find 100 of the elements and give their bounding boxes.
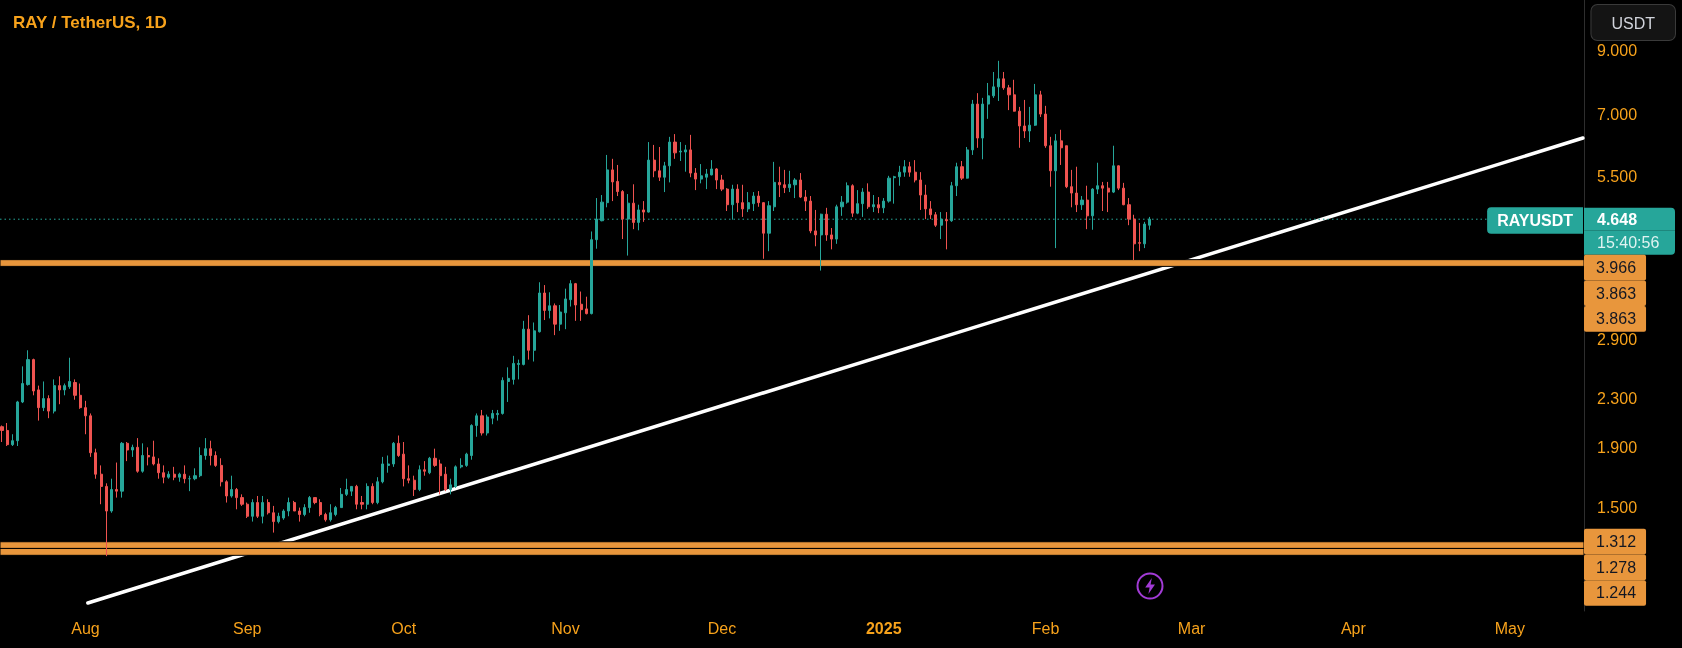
- candlestick: [585, 296, 588, 315]
- candlestick: [141, 442, 144, 474]
- candlestick: [214, 450, 217, 468]
- candlestick: [1060, 129, 1063, 166]
- candlestick: [167, 470, 170, 480]
- candlestick: [966, 146, 969, 180]
- candlestick: [345, 478, 348, 497]
- candlestick: [1101, 181, 1104, 212]
- candlestick: [1034, 83, 1037, 127]
- candlestick: [334, 505, 337, 517]
- candlestick: [89, 412, 92, 458]
- candlestick: [53, 378, 56, 414]
- candlestick: [136, 437, 139, 474]
- candlestick: [804, 189, 807, 212]
- candlestick: [1143, 221, 1146, 249]
- candlestick: [486, 414, 489, 437]
- candlestick: [267, 498, 270, 515]
- candlestick: [100, 464, 103, 505]
- candlestick: [21, 365, 24, 404]
- candlestick: [981, 97, 984, 160]
- candlestick: [893, 175, 896, 205]
- candlestick: [522, 320, 525, 366]
- candlestick: [423, 460, 426, 477]
- y-tick-label: 5.500: [1597, 167, 1638, 185]
- x-tick-label: Apr: [1340, 619, 1367, 637]
- candlestick: [663, 161, 666, 193]
- candlestick: [773, 161, 776, 212]
- candlestick: [720, 174, 724, 192]
- candlestick: [26, 349, 30, 387]
- candlestick: [533, 321, 536, 363]
- candlestick: [1080, 195, 1084, 211]
- candlestick: [428, 456, 431, 475]
- candlestick: [1065, 145, 1068, 189]
- candlestick: [548, 291, 551, 319]
- candlestick: [397, 435, 400, 458]
- candlestick: [162, 464, 165, 484]
- ref-line-label: RAYUSDT: [1497, 211, 1574, 229]
- candlestick: [903, 159, 906, 178]
- candlestick: [757, 190, 760, 208]
- candlestick: [673, 133, 677, 160]
- candlestick: [413, 475, 416, 497]
- candlestick: [251, 498, 254, 523]
- candlestick: [564, 288, 567, 330]
- candlestick: [919, 171, 922, 211]
- candlestick: [225, 479, 228, 504]
- candlestick: [543, 284, 546, 321]
- candlestick: [501, 376, 504, 416]
- candlestick: [574, 282, 577, 322]
- candlestick: [199, 446, 202, 478]
- candlestick: [1049, 136, 1052, 188]
- candlestick: [997, 60, 1000, 102]
- y-tick-label: 1.900: [1597, 438, 1638, 456]
- candlestick: [303, 503, 306, 517]
- candlestick: [491, 409, 494, 425]
- candlestick: [340, 487, 343, 509]
- x-tick-label: Feb: [1031, 619, 1060, 637]
- candlestick: [846, 181, 849, 205]
- candlestick: [115, 462, 118, 499]
- text: 1.312: [1596, 533, 1637, 551]
- candlestick: [475, 412, 478, 438]
- x-tick-label: May: [1494, 619, 1525, 637]
- candlestick: [47, 394, 50, 419]
- candlestick: [694, 167, 697, 191]
- text: 3.966: [1596, 259, 1637, 277]
- text: 1.244: [1596, 584, 1637, 602]
- candlestick: [350, 485, 353, 497]
- candlestick: [1002, 71, 1005, 91]
- candlestick: [621, 189, 624, 240]
- candlestick: [277, 512, 280, 524]
- candlestick: [788, 170, 791, 193]
- candlestick: [235, 487, 238, 510]
- candlestick: [126, 441, 129, 462]
- candlestick: [246, 502, 249, 519]
- candlestick: [647, 141, 650, 214]
- x-tick-label: Aug: [71, 619, 100, 637]
- candlestick: [1107, 181, 1110, 213]
- candlestick: [42, 380, 45, 412]
- candlestick: [360, 495, 364, 510]
- candlestick: [867, 182, 870, 210]
- candlestick: [590, 230, 593, 315]
- candlestick: [700, 163, 703, 184]
- candlestick: [355, 484, 358, 510]
- candlestick: [1086, 185, 1089, 230]
- candlestick: [272, 505, 275, 534]
- candlestick: [32, 358, 35, 396]
- text: 3.863: [1596, 310, 1637, 328]
- text: 1.278: [1596, 558, 1637, 576]
- candlestick: [553, 302, 557, 336]
- y-axis-title: USDT: [1611, 14, 1656, 32]
- candlestick: [653, 144, 656, 178]
- candlestick: [710, 159, 713, 176]
- candlestick: [147, 446, 150, 466]
- y-tick-label: 2.300: [1597, 390, 1638, 408]
- candlestick: [183, 464, 186, 484]
- candlestick: [173, 466, 176, 481]
- candlestick: [992, 71, 995, 99]
- candlestick: [611, 158, 614, 202]
- candlestick: [256, 495, 259, 519]
- candlestick: [454, 464, 457, 489]
- candlestick: [319, 498, 322, 517]
